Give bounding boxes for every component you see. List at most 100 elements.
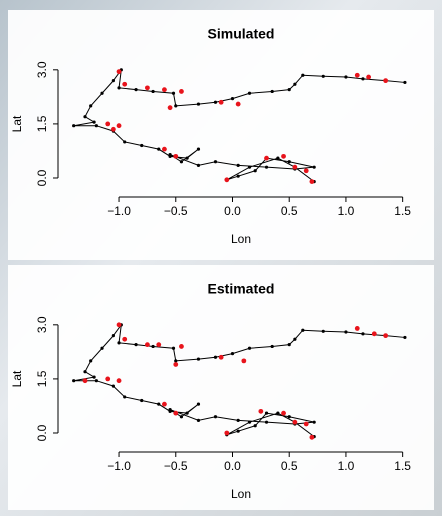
y-tick-label: 1.5 [35,115,49,132]
state-point [354,72,360,78]
track-point [312,165,316,169]
track-point [321,329,325,333]
state-point [383,333,389,339]
state-point [116,322,122,328]
state-point [173,362,179,367]
track-point [83,115,87,119]
track-point [83,370,87,374]
track-point [287,415,291,419]
state-point [116,123,122,129]
track-point [287,160,291,164]
track-point [196,402,201,406]
state-point [303,421,309,427]
track-point [92,120,96,124]
track-point [264,420,269,424]
track-point [157,147,161,151]
chart-title: Simulated [208,26,275,42]
track-point [134,343,138,347]
state-point [162,87,167,93]
state-point [235,101,241,107]
track-point [270,344,274,349]
state-point [122,336,128,342]
track-point [100,91,104,95]
track-point [185,411,189,415]
track-point [151,344,155,349]
x-tick-label: 1.0 [338,204,355,218]
track-point [236,163,240,167]
track-point [171,91,176,95]
track-point [196,102,201,106]
track-point [140,143,144,148]
state-point [162,146,167,152]
state-point [179,344,184,349]
panel-background [8,265,434,510]
track-point [312,420,316,424]
track-point [168,152,172,157]
track-point [253,169,257,173]
track-point [196,357,201,361]
track-point [361,332,365,336]
y-tick-label: 0.0 [35,169,49,186]
track-point [196,147,201,151]
state-point [354,326,360,331]
track-point [293,337,297,341]
state-point [122,81,128,87]
state-point [156,342,162,348]
track-point [247,165,252,169]
state-point [116,69,122,75]
state-point [218,354,224,360]
track-line [73,67,405,182]
x-axis-label: Lon [231,232,251,246]
track-point [123,395,127,399]
state-point [105,121,111,127]
track-point [301,73,305,77]
track-point [111,384,115,388]
track-point [264,165,269,169]
state-point [303,168,309,174]
track-point [174,359,178,363]
track-point [134,88,138,92]
state-point [383,78,389,84]
y-tick-label: 0.0 [35,424,49,441]
track-point [236,429,240,433]
state-point [292,164,298,170]
state-point [241,358,247,364]
x-tick-label: −1.0 [107,204,131,218]
track-point [89,104,93,108]
track-point [185,156,189,160]
x-tick-label: −1.0 [107,459,131,473]
track-point [276,156,280,160]
x-tick-label: 0.0 [224,459,241,473]
track-point [344,75,348,79]
track-point [179,415,184,419]
state-point [218,99,224,105]
track-point [270,89,274,94]
state-point [110,126,116,132]
state-point [179,89,184,94]
track-point [111,334,115,338]
track-point [123,140,127,144]
track-point [403,335,407,340]
track-point [72,379,76,383]
y-axis-label: Lat [10,115,24,132]
track-point [196,418,201,422]
track-point [247,420,252,424]
track-point [171,346,176,350]
track-point [287,343,291,347]
x-tick-label: 0.5 [281,459,298,473]
state-point [281,153,286,159]
track-point [236,174,240,178]
track-point [111,79,115,83]
track-point [213,355,218,359]
track-point [293,82,297,86]
track-point [92,375,96,379]
track-point [117,341,121,345]
track-point [301,328,305,332]
y-axis-label: Lat [10,370,24,387]
x-tick-label: 0.5 [281,204,298,218]
state-point [264,155,269,161]
track-point [117,86,121,90]
state-point [309,179,315,184]
track-point [94,379,98,383]
